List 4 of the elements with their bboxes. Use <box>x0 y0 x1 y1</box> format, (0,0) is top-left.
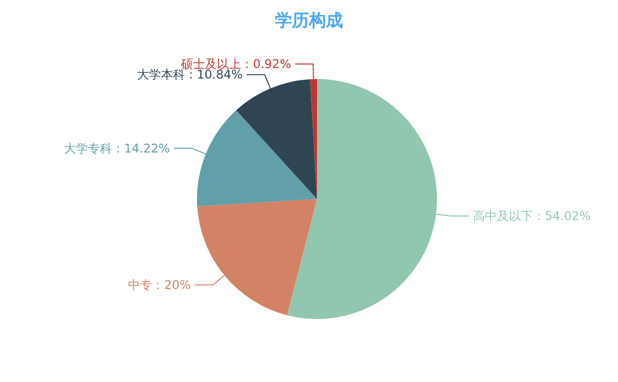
slice-label: 大学专科：14.22% <box>64 141 170 156</box>
chart-title: 学历构成 <box>275 11 343 31</box>
slice-label: 中专：20% <box>128 278 191 292</box>
slice-label: 高中及以下：54.02% <box>472 209 591 224</box>
